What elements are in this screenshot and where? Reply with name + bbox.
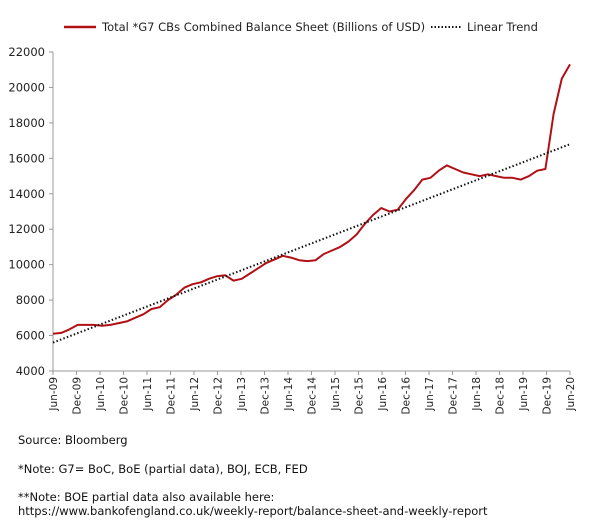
- x-tick-label: Dec-19: [542, 377, 554, 414]
- x-tick-label: Jun-20: [565, 377, 577, 412]
- x-tick-label: Dec-10: [119, 377, 131, 414]
- y-tick-label: 14000: [8, 187, 45, 201]
- y-tick-label: 4000: [16, 364, 45, 378]
- x-tick-label: Jun-17: [424, 377, 436, 412]
- y-tick-label: 22000: [8, 45, 45, 59]
- boe-note-url: https://www.bankofengland.co.uk/weekly-r…: [18, 504, 488, 518]
- x-tick-label: Jun-09: [48, 377, 60, 412]
- x-tick-label: Jun-12: [189, 377, 201, 412]
- x-tick-label: Dec-13: [260, 377, 272, 414]
- source-note: Source: Bloomberg: [18, 433, 128, 447]
- y-tick-label: 10000: [8, 258, 45, 272]
- x-tick-label: Dec-14: [307, 377, 319, 415]
- x-tick-label: Dec-17: [448, 377, 460, 414]
- y-tick-label: 8000: [16, 293, 45, 307]
- x-tick-label: Jun-18: [471, 377, 483, 412]
- legend-label-linear-trend: Linear Trend: [467, 20, 538, 34]
- x-tick-label: Dec-18: [495, 377, 507, 414]
- x-tick-label: Jun-13: [236, 377, 248, 412]
- y-tick-label: 18000: [8, 116, 45, 130]
- x-tick-label: Jun-19: [518, 377, 530, 412]
- x-tick-label: Dec-16: [401, 377, 413, 415]
- legend: Total *G7 CBs Combined Balance Sheet (Bi…: [64, 20, 538, 34]
- x-tick-label: Dec-09: [72, 377, 84, 414]
- series-line-balance-sheet: [52, 63, 571, 335]
- series-line-linear-trend: [52, 143, 571, 344]
- x-tick-label: Jun-10: [95, 377, 107, 412]
- x-tick-label: Jun-15: [330, 377, 342, 412]
- y-axis: 4000 6000 8000 10000 12000 14000 16000 18000 200…: [8, 45, 54, 378]
- y-tick-label: 20000: [8, 80, 45, 94]
- series-layer: [52, 63, 571, 344]
- y-tick-label: 16000: [8, 151, 45, 165]
- x-tick-label: Jun-16: [377, 377, 389, 412]
- x-tick-label: Jun-14: [283, 377, 295, 412]
- x-axis: Jun-09 Dec-09 Jun-10 Dec-10 Jun-11 Dec-11 Jun-…: [48, 370, 577, 415]
- y-tick-label: 6000: [16, 329, 45, 343]
- x-tick-label: Dec-15: [354, 377, 366, 414]
- x-tick-label: Dec-11: [166, 377, 178, 414]
- line-chart: Total *G7 CBs Combined Balance Sheet (Bi…: [8, 20, 577, 415]
- x-tick-label: Dec-12: [213, 377, 225, 414]
- boe-note-line1: **Note: BOE partial data also available …: [18, 490, 275, 504]
- x-tick-label: Jun-11: [142, 377, 154, 412]
- g7-note: *Note: G7= BoC, BoE (partial data), BOJ,…: [18, 462, 308, 476]
- y-tick-label: 12000: [8, 222, 45, 236]
- legend-label-balance-sheet: Total *G7 CBs Combined Balance Sheet (Bi…: [101, 20, 425, 34]
